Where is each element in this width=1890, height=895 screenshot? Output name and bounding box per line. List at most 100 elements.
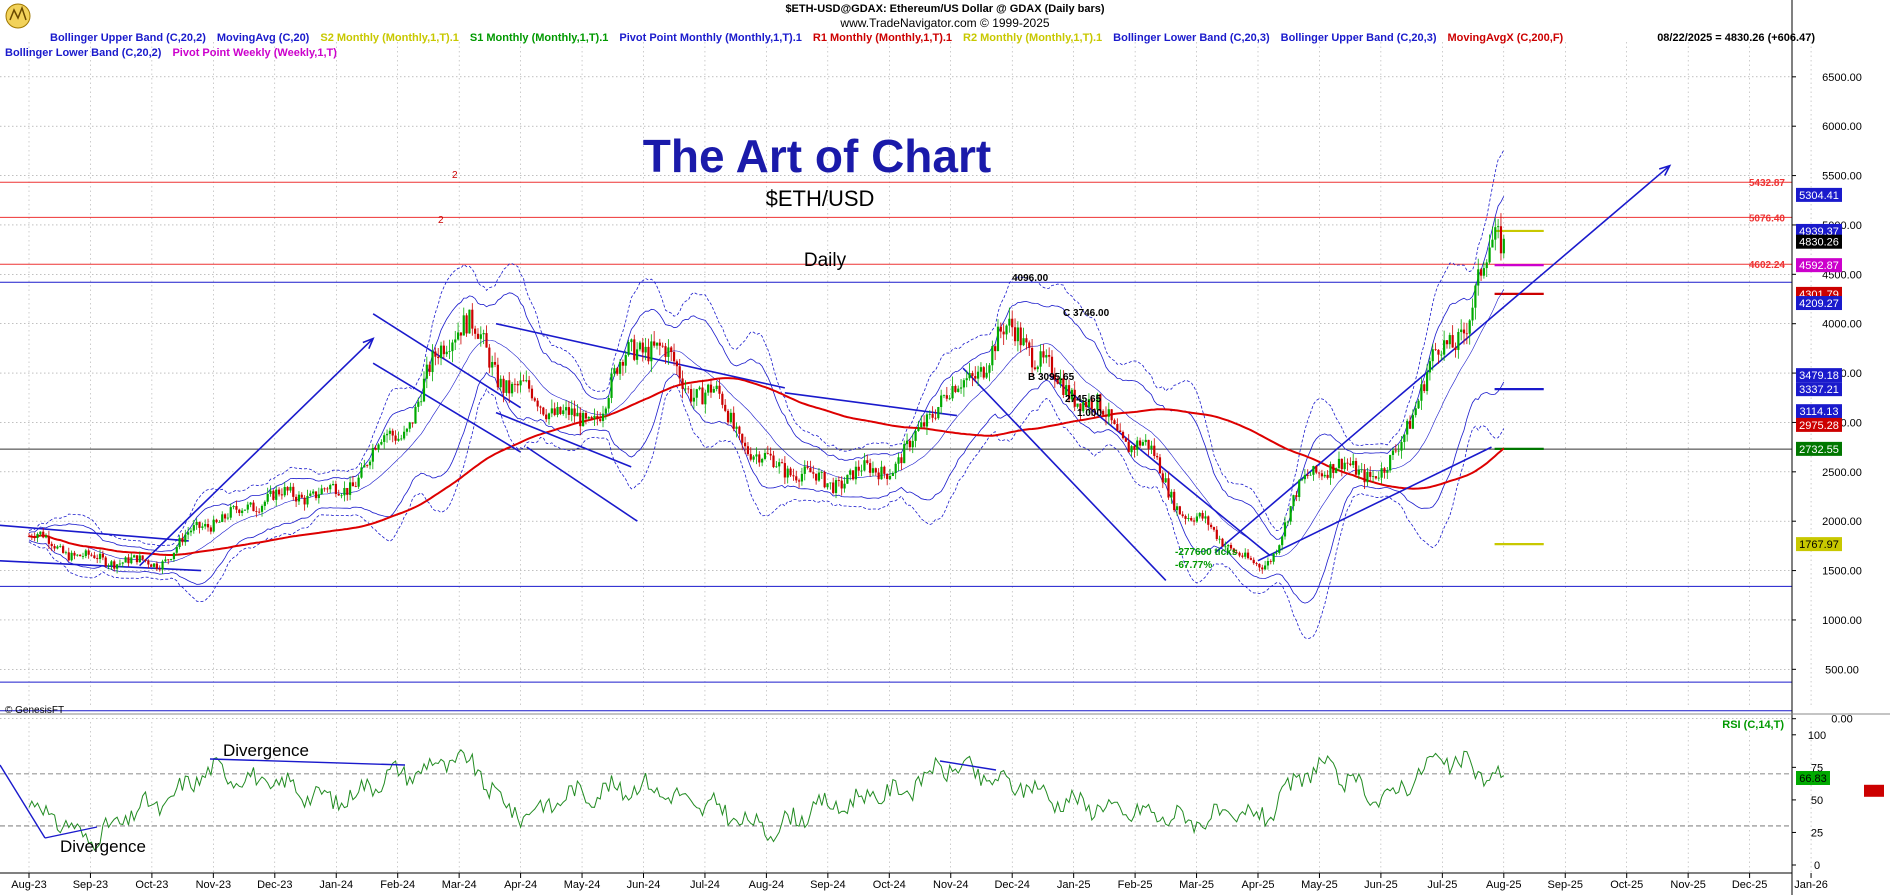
candle-body	[187, 532, 190, 535]
candle-body	[610, 373, 613, 398]
time-tick-label: Apr-24	[504, 879, 537, 891]
candle-body	[226, 517, 230, 519]
candle-body	[715, 385, 718, 390]
time-tick-label: Jul-25	[1427, 879, 1457, 891]
candle-body	[979, 367, 983, 372]
candle-body	[1175, 506, 1179, 511]
candle-body	[1289, 506, 1292, 522]
candle-body	[167, 559, 170, 561]
candle-body	[772, 455, 775, 468]
candle-body	[491, 361, 494, 368]
candle-body	[161, 561, 164, 570]
rsi-divergence-line-3	[209, 758, 406, 766]
candle-body	[178, 537, 181, 548]
candle-body	[698, 387, 701, 390]
candle-body	[1261, 567, 1264, 570]
candle-body	[1252, 559, 1255, 564]
candle-body	[1096, 394, 1099, 410]
candle-body	[394, 435, 397, 441]
candle-body	[530, 388, 534, 399]
candle-body	[1065, 385, 1068, 395]
candle-body	[30, 536, 33, 538]
candle-body	[1349, 463, 1352, 466]
candle-body	[672, 352, 676, 362]
candle-body	[81, 556, 85, 557]
candle-body	[1389, 455, 1392, 471]
time-tick-label: Jul-24	[690, 879, 720, 891]
candle-body	[923, 422, 926, 427]
candle-body	[366, 465, 369, 467]
candle-body	[1232, 548, 1235, 553]
candle-body	[192, 525, 195, 531]
candle-body	[121, 562, 124, 564]
candle-body	[786, 468, 789, 478]
candle-body	[474, 328, 477, 334]
candle-body	[1178, 506, 1181, 515]
candle-body	[33, 537, 36, 539]
candle-body	[1198, 512, 1201, 517]
candle-body	[905, 440, 909, 445]
candle-body	[246, 504, 249, 510]
candle-body	[1229, 544, 1233, 549]
candle-body	[1244, 552, 1247, 557]
candle-body	[721, 393, 724, 405]
candle-body	[934, 417, 937, 419]
candle-body	[1138, 440, 1142, 446]
candle-body	[689, 389, 693, 402]
candle-body	[1104, 414, 1108, 417]
candle-body	[84, 550, 87, 557]
ratio-label: 1.000	[1077, 408, 1102, 419]
candle-body	[1241, 555, 1244, 557]
candle-body	[681, 378, 684, 389]
candle-body	[593, 415, 596, 419]
drop-pct-label: -67.77%	[1175, 560, 1212, 571]
candle-body	[1156, 456, 1159, 458]
candle-body	[866, 460, 869, 464]
candle-body	[1499, 226, 1503, 254]
candle-body	[260, 505, 264, 512]
candle-body	[650, 341, 653, 362]
candle-body	[738, 426, 741, 434]
candle-body	[283, 487, 286, 496]
rsi-divergence-line-4	[939, 760, 997, 771]
candle-body	[1235, 552, 1238, 554]
candle-body	[1488, 247, 1491, 263]
candle-body	[795, 476, 798, 481]
candle-body	[269, 490, 272, 495]
candle-body	[1084, 401, 1088, 408]
candle-body	[1281, 536, 1284, 546]
candle-body	[1147, 439, 1150, 449]
candle-body	[303, 497, 306, 505]
candle-body	[971, 373, 974, 377]
candle-body	[405, 428, 409, 432]
candle-body	[479, 334, 482, 339]
logo	[5, 3, 31, 29]
time-tick-label: Aug-24	[749, 879, 784, 891]
candle-body	[1133, 446, 1136, 450]
candle-body	[1136, 440, 1139, 450]
level-label: 5076.40	[1749, 213, 1786, 224]
candle-body	[965, 378, 968, 381]
candle-body	[297, 494, 301, 502]
candle-body	[431, 351, 434, 373]
candle-body	[729, 412, 732, 423]
candle-body	[1210, 524, 1213, 528]
fib-mark-1: 2	[452, 170, 458, 181]
candle-body	[800, 473, 804, 482]
candle-body	[505, 380, 508, 393]
candle-body	[422, 378, 426, 402]
candle-body	[408, 422, 411, 429]
candle-body	[837, 480, 840, 481]
candle-body	[1067, 385, 1071, 400]
candle-body	[133, 555, 136, 558]
candle-body	[468, 309, 471, 334]
candle-body	[1090, 399, 1093, 409]
candle-body	[1070, 389, 1073, 400]
candle-body	[701, 387, 704, 405]
candle-body	[1471, 307, 1474, 321]
candle-body	[834, 480, 838, 493]
candle-body	[510, 383, 514, 394]
candle-body	[982, 367, 985, 378]
candle-body	[115, 564, 119, 569]
candle-body	[1377, 477, 1380, 479]
